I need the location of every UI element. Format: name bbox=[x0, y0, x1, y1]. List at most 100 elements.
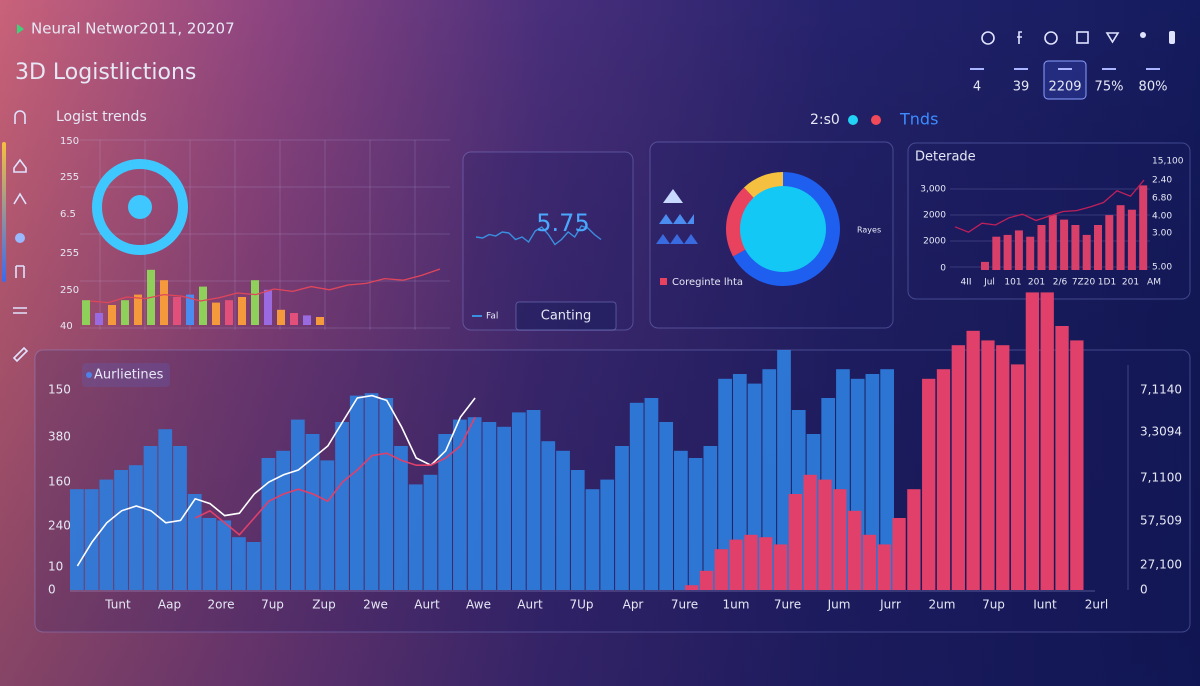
x-tick-label: 101 bbox=[1004, 278, 1021, 288]
tick-label: 255 bbox=[60, 172, 79, 183]
bar bbox=[305, 434, 320, 590]
toolbar bbox=[981, 31, 1175, 45]
box-icon[interactable] bbox=[1076, 31, 1089, 44]
stack-icon bbox=[659, 214, 694, 224]
x-tick-label: 1D1 bbox=[1098, 278, 1116, 288]
nav-edit[interactable] bbox=[12, 346, 29, 363]
stat-bar bbox=[1146, 68, 1160, 70]
bar bbox=[659, 422, 674, 590]
bar bbox=[1010, 364, 1025, 590]
bar bbox=[833, 489, 847, 590]
clock-icon[interactable] bbox=[1044, 31, 1058, 45]
tick-label: 4.00 bbox=[1152, 212, 1172, 222]
donut-label: Rayes bbox=[857, 226, 881, 235]
trend-line bbox=[954, 179, 1145, 233]
x-tick-label: 7Up bbox=[569, 598, 593, 612]
tick-label: 6.5 bbox=[60, 209, 76, 220]
bar bbox=[246, 542, 261, 590]
bar bbox=[82, 300, 90, 325]
bar bbox=[922, 378, 936, 590]
legend-label: Fal bbox=[486, 312, 498, 322]
sidebar-strip bbox=[2, 142, 6, 282]
stat-bar bbox=[1058, 68, 1072, 70]
stat-bar bbox=[970, 68, 984, 70]
bar bbox=[1082, 234, 1091, 270]
x-tick-label: 201 bbox=[1122, 278, 1139, 288]
wifi-icon[interactable] bbox=[1105, 32, 1120, 44]
bar bbox=[121, 300, 129, 325]
x-tick-label: Awe bbox=[466, 598, 491, 612]
ring-core bbox=[128, 195, 152, 219]
battery-icon[interactable] bbox=[1169, 31, 1175, 44]
panel-title: Deterade bbox=[915, 150, 976, 165]
bar bbox=[84, 489, 99, 590]
nav-table[interactable] bbox=[15, 265, 25, 278]
bar bbox=[1048, 215, 1057, 270]
gauge-value: 5.75 bbox=[536, 209, 589, 237]
stat-value: 4 bbox=[973, 80, 981, 95]
button-bg[interactable] bbox=[515, 301, 617, 331]
sidebar bbox=[12, 110, 29, 363]
x-tick-label: Jurr bbox=[879, 598, 901, 612]
tick-label: 3,000 bbox=[920, 185, 946, 195]
x-tick-label: Jul bbox=[983, 278, 995, 288]
x-tick-label: Apr bbox=[623, 598, 644, 612]
x-tick-label: AM bbox=[1147, 278, 1161, 288]
tick-label: 3.00 bbox=[1152, 229, 1172, 239]
charts: Logist trends 150 255 6.5 255 250 40 5.75 Fal Can… bbox=[48, 109, 1184, 612]
bar bbox=[880, 369, 894, 590]
bar bbox=[202, 518, 217, 590]
bar bbox=[718, 378, 732, 590]
nav-house[interactable] bbox=[13, 158, 27, 173]
tick-label: 10 bbox=[48, 560, 63, 574]
bar bbox=[732, 374, 747, 590]
status-dot bbox=[848, 115, 858, 125]
tick-label: 380 bbox=[48, 430, 71, 444]
trend-line bbox=[194, 416, 476, 536]
nav-menu[interactable] bbox=[13, 307, 27, 314]
stat-bar bbox=[1014, 68, 1028, 70]
nav-data[interactable] bbox=[15, 233, 25, 243]
play-icon bbox=[17, 24, 24, 34]
stat-value: 2209 bbox=[1048, 80, 1081, 95]
x-tick-label: 7ure bbox=[671, 598, 698, 612]
bar bbox=[349, 395, 364, 590]
page-title: 3D Logistlictions bbox=[15, 60, 196, 85]
bar bbox=[744, 534, 758, 590]
bar bbox=[187, 494, 202, 590]
trend-line bbox=[76, 394, 476, 567]
stat-value: 75% bbox=[1095, 80, 1124, 95]
bar bbox=[1070, 340, 1084, 590]
x-tick-label: 4II bbox=[960, 278, 971, 288]
legend-dot bbox=[86, 372, 92, 378]
tick-label: 150 bbox=[48, 383, 71, 397]
bar bbox=[541, 441, 556, 590]
bar bbox=[290, 313, 298, 325]
bar bbox=[408, 484, 423, 590]
bar bbox=[1003, 234, 1012, 270]
bar bbox=[1055, 326, 1069, 590]
trend-line bbox=[89, 268, 441, 304]
nav-chart[interactable] bbox=[13, 192, 27, 205]
bar bbox=[644, 398, 659, 590]
bar bbox=[803, 474, 817, 590]
bar bbox=[453, 419, 467, 590]
bar bbox=[996, 345, 1010, 590]
bar bbox=[688, 458, 703, 590]
tick-label: 6.80 bbox=[1152, 194, 1172, 204]
legend-label: Aurlietines bbox=[94, 368, 164, 383]
bar bbox=[316, 317, 324, 325]
bar bbox=[238, 297, 246, 325]
user-icon[interactable] bbox=[1140, 32, 1146, 38]
power-icon[interactable] bbox=[981, 31, 995, 45]
bar bbox=[379, 398, 394, 590]
stat-bar bbox=[1102, 68, 1116, 70]
bar bbox=[981, 340, 995, 590]
bar bbox=[303, 315, 311, 325]
nav-home[interactable] bbox=[14, 110, 26, 124]
tick-label: 2000 bbox=[923, 211, 946, 221]
bar bbox=[423, 474, 438, 590]
f-icon[interactable] bbox=[1017, 31, 1022, 44]
bar bbox=[186, 294, 194, 325]
bar bbox=[762, 369, 777, 590]
